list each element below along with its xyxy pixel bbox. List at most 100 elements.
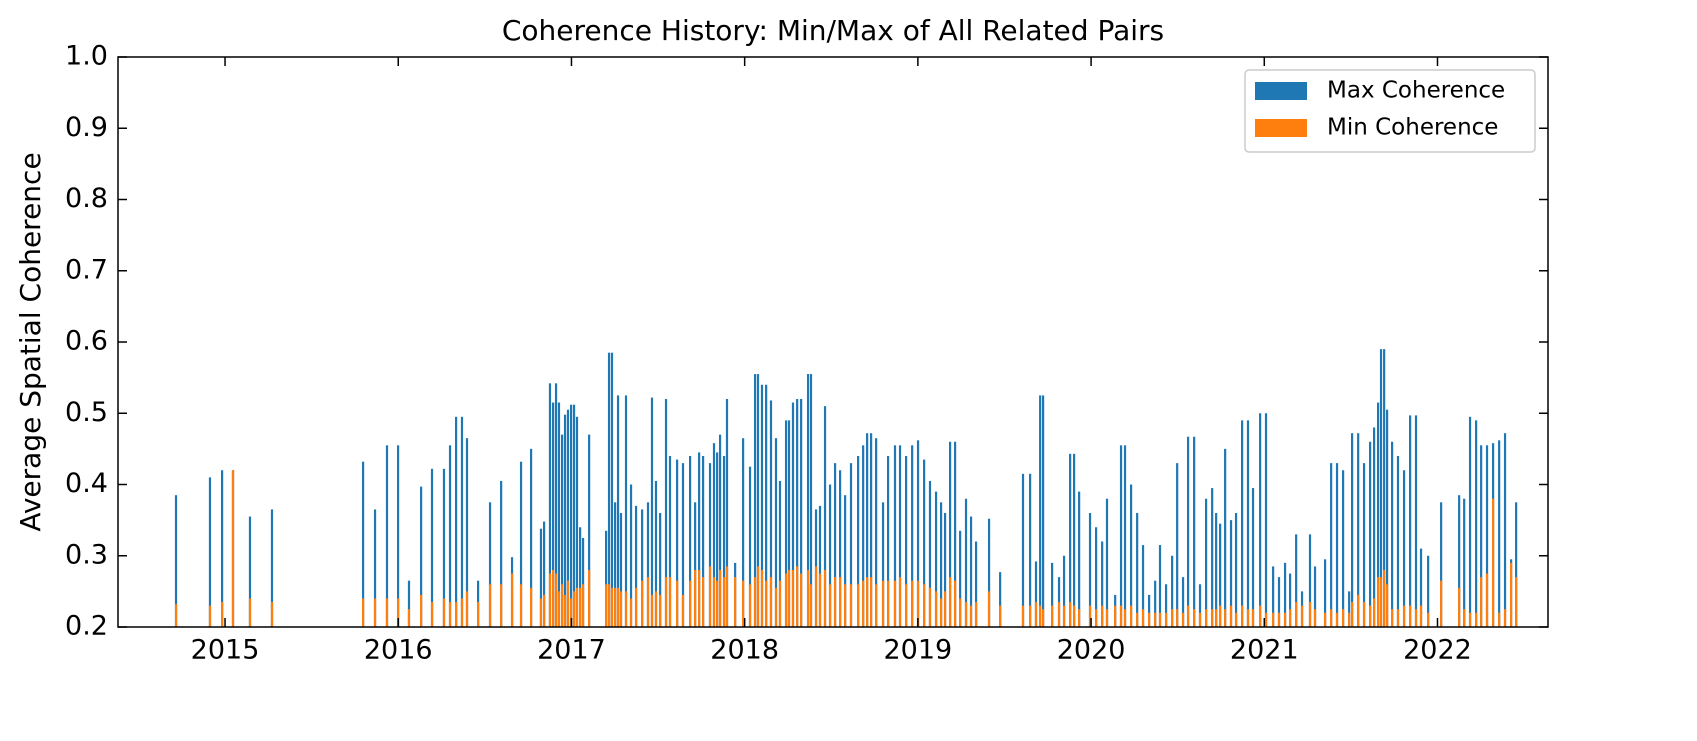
bar [1078,609,1081,627]
bar [787,570,791,627]
bar [220,470,224,627]
bar [1313,566,1317,627]
bar [465,438,469,627]
bar [800,399,803,627]
legend: Max Coherence Min Coherence [1244,69,1536,153]
bar [1158,612,1162,627]
x-tick-label: 2022 [1403,635,1472,666]
bar [701,577,705,627]
bar [849,584,853,627]
chart-title: Coherence History: Min/Max of All Relate… [502,14,1164,47]
bar [1379,577,1383,627]
bar [748,466,752,627]
bar [1330,609,1333,627]
bar [607,352,611,627]
bar [248,516,252,627]
bar [698,570,701,627]
bar [1468,416,1472,627]
bar [572,591,576,627]
bar [1351,602,1354,627]
bar [208,477,212,627]
bar [1129,605,1133,627]
bar [806,374,810,627]
bar [1427,555,1430,627]
bar [1042,395,1045,627]
bar [778,480,782,627]
legend-swatch [1255,82,1307,100]
bar [862,580,865,627]
bar [1515,502,1518,627]
bar [1383,349,1386,627]
bar [361,461,365,627]
bar [1171,609,1174,627]
bar [542,521,546,627]
bar [1396,609,1400,627]
bar [654,591,658,627]
bar [1491,498,1495,627]
bar [1021,473,1025,627]
y-tick-label: 0.8 [65,183,108,214]
bar [646,502,650,627]
bar [551,402,555,627]
bar [1402,470,1406,627]
bar [442,598,446,627]
bar [1078,491,1081,627]
bar [806,570,810,627]
bar [1129,484,1133,627]
bar [753,374,757,627]
bar [839,470,842,627]
bar [823,406,827,627]
bar [634,505,638,627]
bar [231,470,235,627]
bar [1475,420,1478,627]
bar [1095,609,1098,627]
bar [1369,441,1372,627]
bar [765,580,768,627]
bar [1154,580,1157,627]
bar [361,598,365,627]
bar [870,433,873,627]
bar [875,438,878,627]
bar [969,516,973,627]
bar [928,480,932,627]
bar [756,374,760,627]
bar [1391,609,1394,627]
bar [1313,609,1317,627]
x-tick-label: 2020 [1057,635,1126,666]
bar [465,591,469,627]
bar [1362,602,1366,627]
bar [954,441,957,627]
bar [676,580,679,627]
bar [1211,488,1214,627]
bar [974,602,978,627]
bar [916,580,920,627]
legend-label: Min Coherence [1327,115,1498,141]
bar [716,580,719,627]
bar [833,463,837,627]
bar [448,602,452,627]
bar [999,605,1002,627]
bar [774,438,778,627]
bar [1402,605,1406,627]
bar [668,577,672,627]
bar [488,584,492,627]
bar [1154,612,1157,627]
bar [1376,577,1380,627]
bar [430,602,434,627]
bar [581,537,585,627]
bar [208,605,212,627]
bar [634,587,638,627]
bar [579,587,582,627]
bar [787,420,791,627]
bar [1148,594,1151,627]
bar [1088,513,1092,627]
bar [1251,609,1255,627]
bar [886,580,890,627]
bar [934,491,938,627]
bar [554,573,558,627]
bar [1440,580,1443,627]
bar [430,468,434,627]
bar [1088,605,1092,627]
bar [420,486,423,627]
bar [844,495,847,627]
